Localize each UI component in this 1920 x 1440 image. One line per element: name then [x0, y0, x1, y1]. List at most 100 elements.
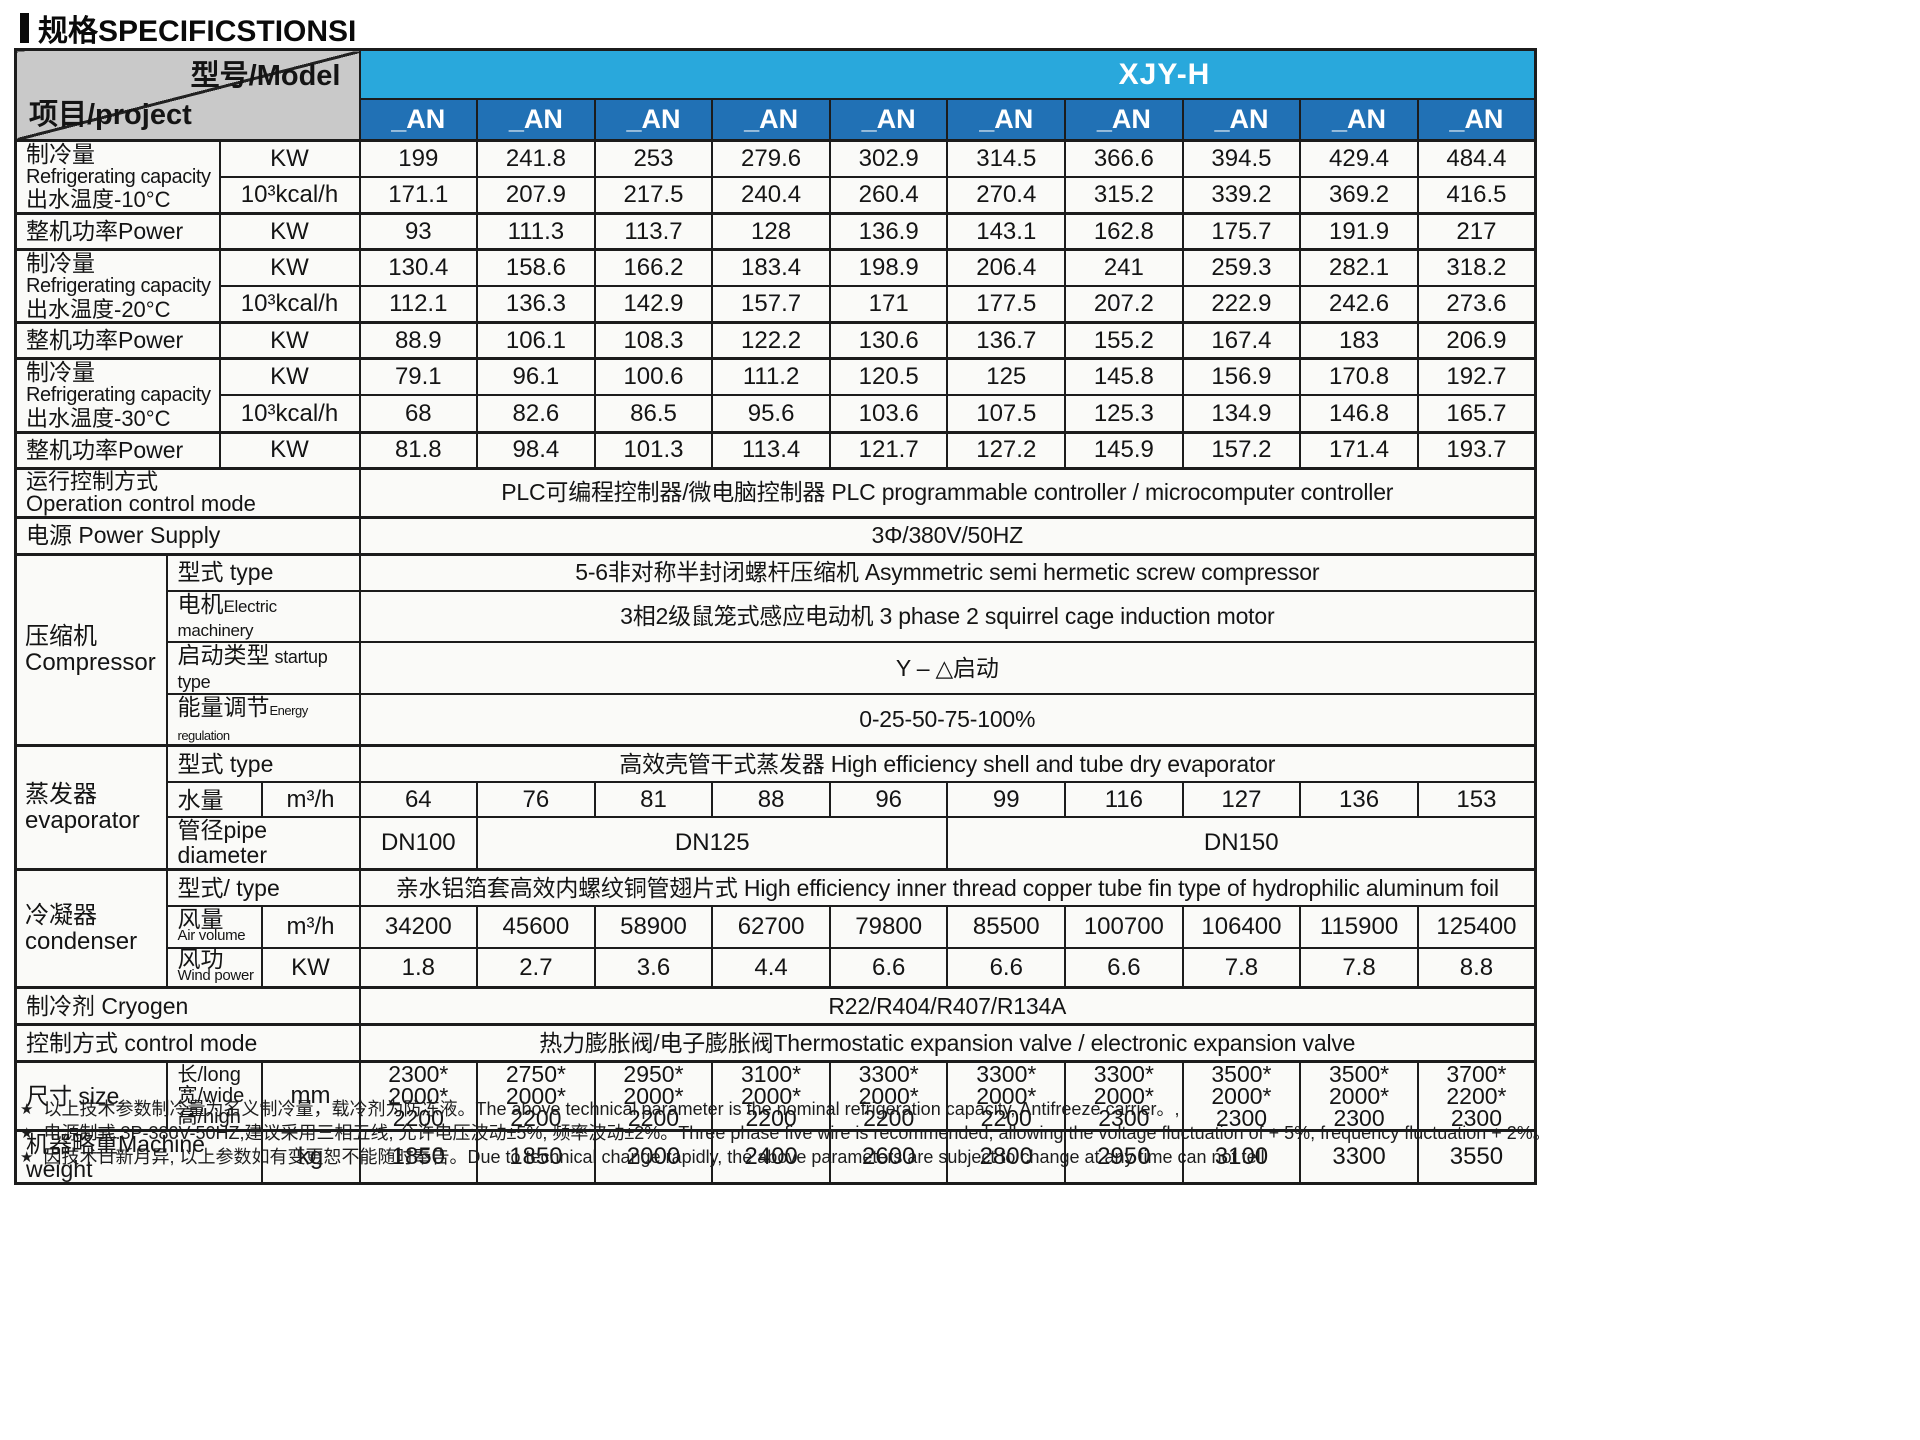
value-cell: 3100: [1181, 1129, 1302, 1185]
value-cell: 366.6: [1064, 139, 1184, 179]
value-cell: 170.8: [1299, 357, 1419, 397]
footnote-text: 以上技术参数制冷量为名义制冷量，载冷剂为防冻液。The above techni…: [43, 1099, 1180, 1119]
model-header-cell: _AN: [1416, 98, 1537, 142]
compressor-energy-value: 0-25-50-75-100%: [358, 692, 1537, 747]
value-cell: 206.9: [1416, 321, 1537, 360]
model-header-cell: _AN: [358, 98, 479, 142]
unit-cell: KW: [218, 357, 361, 397]
compressor-motor-label: 电机Electric machinery: [165, 589, 361, 644]
label-zh: 蒸发器: [25, 780, 97, 808]
model-header-cell: _AN: [476, 98, 596, 142]
value-cell: 6.6: [1064, 947, 1184, 989]
value-cell: 112.1: [358, 285, 479, 324]
value-cell: 369.2: [1299, 176, 1419, 215]
air-volume-label: 风量 Air volume: [165, 905, 263, 950]
value-cell: 191.9: [1299, 212, 1419, 251]
power-supply-value: 3Φ/380V/50HZ: [358, 515, 1537, 556]
unit-cell: kg: [260, 1129, 361, 1185]
label-en: startup type: [177, 647, 328, 692]
value-cell: 318.2: [1416, 248, 1537, 288]
label-en: Operation control mode: [26, 490, 256, 516]
size-dims-label: 长/long 宽/wide 高/high: [165, 1060, 263, 1132]
value-cell: 165.7: [1416, 394, 1537, 434]
label-en: condenser: [25, 927, 138, 955]
value-cell: 88: [711, 781, 831, 819]
value-cell: 207.9: [476, 176, 596, 215]
value-cell: 106.1: [476, 321, 596, 360]
label-en: Refrigerating capacity: [26, 165, 211, 188]
machine-weight-label: 机器略重Machine weight: [14, 1129, 263, 1185]
value-cell: 302.9: [828, 139, 949, 179]
value-cell: 79.1: [358, 357, 479, 397]
value-cell: 125400: [1416, 905, 1537, 950]
page-title: 规格SPECIFICSTIONSI: [20, 6, 356, 50]
dimension-cell: 3100* 2000* 2200: [711, 1060, 831, 1132]
value-cell: 88.9: [358, 321, 479, 360]
condenser-type-value: 亲水铝箔套高效内螺纹铜管翅片式 High efficiency inner th…: [358, 868, 1537, 908]
table-row: 制冷剂 Cryogen R22/R404/R407/R134A: [14, 986, 1537, 1026]
value-cell: 3300: [1299, 1129, 1419, 1185]
value-cell: 136.3: [476, 285, 596, 324]
value-cell: 6.6: [946, 947, 1067, 989]
value-cell: 2.7: [476, 947, 596, 989]
value-cell: 260.4: [828, 176, 949, 215]
value-cell: 111.3: [476, 212, 596, 251]
value-cell: 2950: [1064, 1129, 1184, 1185]
table-row: 整机功率Power KW 88.9 106.1 108.3 122.2 130.6 136…: [14, 321, 1537, 360]
unit-cell: KW: [260, 947, 361, 989]
table-row: 能量调节Energy regulation 0-25-50-75-100%: [16, 692, 1537, 747]
unit-cell: 10³kcal/h: [218, 176, 361, 215]
value-cell: 242.6: [1299, 285, 1419, 324]
value-cell: 96.1: [476, 357, 596, 397]
footnote-line: ★ 因技术日新月异, 以上参数如有变更恕不能随时奉告。Due to techni…: [18, 1146, 1898, 1169]
value-cell: 199: [358, 139, 479, 179]
compressor-startup-label: 启动类型 startup type: [165, 641, 361, 695]
value-cell: 100.6: [593, 357, 714, 397]
value-cell: 279.6: [711, 139, 831, 179]
value-cell: 145.9: [1064, 430, 1184, 470]
value-cell: 192.7: [1416, 357, 1537, 397]
value-cell: 171.4: [1299, 430, 1419, 470]
value-cell: 76: [476, 781, 596, 819]
condenser-type-label: 型式/ type: [165, 868, 361, 908]
value-cell: 339.2: [1181, 176, 1302, 215]
table-row: 风功 Wind power KW 1.8 2.7 3.6 4.4 6.6 6.6 6.6 7.…: [16, 947, 1537, 989]
label-zh: 制冷量: [26, 250, 95, 277]
value-cell: 103.6: [828, 394, 949, 434]
value-cell: 253: [593, 139, 714, 179]
dimension-cell: 3500* 2000* 2300: [1181, 1060, 1302, 1132]
control-mode-value: 热力膨胀阀/电子膨胀阀Thermostatic expansion valve …: [358, 1023, 1537, 1063]
dimension-cell: 2950* 2000* 2200: [593, 1060, 714, 1132]
value-cell: 3.6: [593, 947, 714, 989]
model-header-cell: _AN: [1181, 98, 1302, 142]
value-cell: 4.4: [711, 947, 831, 989]
label-temp: 出水温度-10°C: [26, 187, 171, 213]
value-cell: 121.7: [828, 430, 949, 470]
value-cell: 177.5: [946, 285, 1067, 324]
value-cell: 158.6: [476, 248, 596, 288]
value-cell: 2400: [711, 1129, 831, 1185]
model-header-cell: _AN: [711, 98, 831, 142]
value-cell: 7.8: [1299, 947, 1419, 989]
cryogen-label: 制冷剂 Cryogen: [14, 986, 361, 1026]
star-icon: ★: [20, 1149, 34, 1166]
value-cell: 130.6: [828, 321, 949, 360]
value-cell: 58900: [593, 905, 714, 950]
value-cell: 122.2: [711, 321, 831, 360]
value-cell: 207.2: [1064, 285, 1184, 324]
unit-cell: mm: [260, 1060, 361, 1132]
unit-cell: m³/h: [260, 905, 361, 950]
value-cell: 183: [1299, 321, 1419, 360]
value-cell: 81.8: [358, 430, 479, 470]
table-row: 制冷量 Refrigerating capacity 出水温度-30°C KW …: [14, 357, 1537, 434]
value-cell: 166.2: [593, 248, 714, 288]
label-en: Refrigerating capacity: [26, 275, 211, 297]
model-axis-label: 型号/Model: [190, 60, 341, 92]
value-cell: 7.8: [1181, 947, 1302, 989]
value-cell: 98.4: [476, 430, 596, 470]
capacity-minus10-label: 制冷量 Refrigerating capacity 出水温度-10°C: [14, 138, 221, 215]
unit-cell: KW: [218, 321, 361, 360]
power-label: 整机功率Power: [14, 212, 221, 251]
value-cell: 113.4: [711, 430, 831, 470]
